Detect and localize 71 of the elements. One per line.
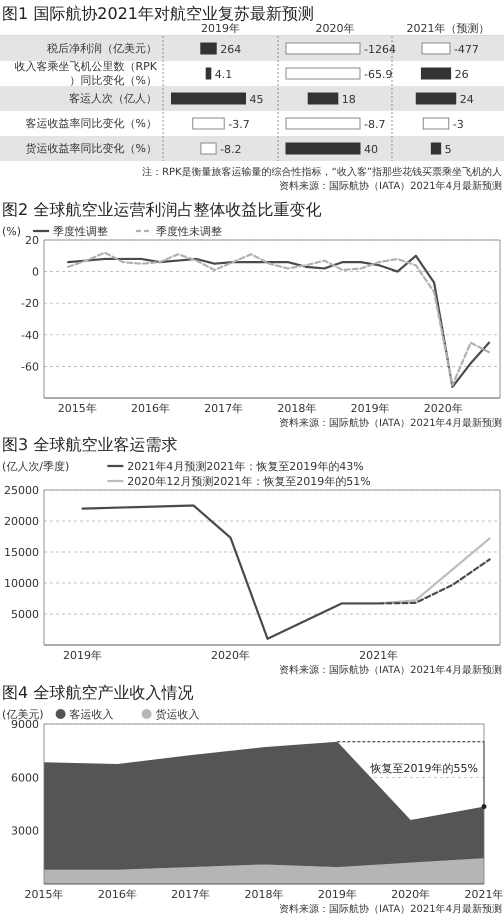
y-tick-label: -20 (21, 297, 39, 310)
y-axis-title: (%) (2, 225, 22, 238)
x-tick-label: 2015年 (24, 888, 64, 901)
chart-title: 图1 国际航协2021年对航空业复苏最新预测 (2, 4, 314, 23)
legend-label: 2021年4月预测2021年：恢复至2019年的43% (127, 460, 364, 473)
data-label: -477 (454, 43, 479, 56)
x-tick-label: 2016年 (98, 888, 137, 901)
y-tick-label: 客运人次（亿人） (69, 92, 157, 105)
x-tick-label: 2021年 (464, 888, 504, 901)
data-label: 26 (454, 68, 469, 81)
chart-title: 图3 全球航空业客运需求 (2, 435, 178, 454)
y-tick-label: 税后净利润（亿美元） (47, 42, 157, 55)
x-tick-label: 2017年 (204, 402, 244, 415)
x-tick-label: 2020年 (391, 888, 430, 901)
data-label: -1264 (364, 43, 396, 56)
x-tick-label: 2019年 (201, 22, 240, 35)
y-tick-label: 5000 (11, 608, 39, 621)
x-tick-label: 2020年 (211, 649, 250, 662)
y-tick-label: 20000 (4, 515, 39, 528)
x-tick-label: 2021年（预测） (406, 22, 490, 35)
data-label: -65.9 (364, 68, 392, 81)
data-label: -3 (452, 118, 464, 131)
x-tick-label: 2019年 (350, 402, 390, 415)
y-tick-label: -60 (21, 360, 39, 374)
y-tick-label: 10000 (4, 577, 39, 590)
chart-title: 图2 全球航空业运营利润占整体收益比重变化 (2, 200, 322, 219)
data-label: -8.7 (364, 118, 386, 131)
legend-label: 货运收入 (156, 708, 200, 721)
data-label: -8.2 (220, 143, 242, 156)
x-tick-label: 2020年 (424, 402, 463, 415)
legend-label: 季度性未调整 (156, 225, 222, 238)
y-axis-title: (亿人次/季度) (2, 460, 70, 473)
x-tick-label: 2015年 (58, 402, 97, 415)
y-tick-label: 9000 (11, 718, 39, 731)
data-label: 4.1 (214, 68, 232, 81)
text: 资料来源：国际航协（IATA）2021年4月最新预测 (279, 180, 502, 192)
text: 资料来源：国际航协（IATA）2021年4月最新预测 (279, 664, 502, 676)
text: 资料来源：国际航协（IATA）2021年4月最新预测 (279, 903, 502, 915)
legend-label: 2020年12月预测2021年：恢复至2019年的51% (127, 475, 371, 488)
y-tick-label: 15000 (4, 546, 39, 559)
data-label: 18 (342, 93, 356, 106)
y-tick-label: -40 (21, 328, 39, 342)
data-label: 24 (460, 93, 474, 106)
x-tick-label: 2019年 (62, 649, 102, 662)
x-tick-label: 2018年 (244, 888, 284, 901)
y-tick-label: 6000 (11, 771, 39, 784)
legend-label: 客运收入 (70, 708, 114, 721)
y-tick-label: 收入客乘坐飞机公里数（RPK）同比变化（%） (14, 60, 158, 87)
data-label: 264 (220, 43, 242, 56)
x-tick-label: 2019年 (318, 888, 357, 901)
y-tick-label: 20 (25, 234, 39, 247)
legend-label: 季度性调整 (53, 225, 108, 238)
y-tick-label: 3000 (11, 824, 39, 838)
y-tick-label: 货运收益率同比变化（%） (26, 142, 157, 155)
annotation: 恢复至2019年的55% (370, 762, 478, 775)
text: 资料来源：国际航协（IATA）2021年4月最新预测 (279, 417, 502, 429)
x-tick-label: 2017年 (171, 888, 210, 901)
data-label: -3.7 (228, 118, 250, 131)
x-tick-label: 2021年 (359, 649, 398, 662)
data-label: 40 (364, 143, 378, 156)
x-tick-label: 2018年 (277, 402, 316, 415)
x-tick-label: 2020年 (316, 22, 354, 35)
y-tick-label: 客运收益率同比变化（%） (26, 117, 157, 130)
y-axis-title: (亿美元) (2, 708, 44, 721)
y-tick-label: 25000 (4, 484, 39, 497)
x-tick-label: 2016年 (131, 402, 170, 415)
text: 注：RPK是衡量旅客运输量的综合性指标，“收入客”指那些花钱买票乘坐飞机的人 (142, 166, 502, 178)
data-label: 5 (444, 143, 452, 156)
chart-title: 图4 全球航空产业收入情况 (2, 683, 194, 702)
data-label: 45 (250, 93, 264, 106)
y-tick-label: 0 (32, 266, 39, 279)
